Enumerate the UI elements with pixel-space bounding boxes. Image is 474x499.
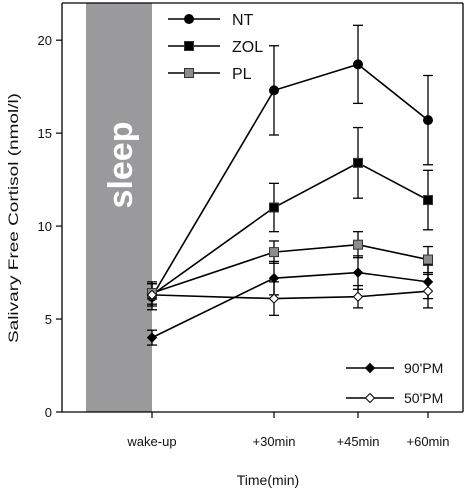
y-tick-label: 20: [38, 33, 52, 48]
sleep-shaded-region: [86, 3, 152, 412]
legend-label-50'PM: 50'PM: [404, 390, 443, 406]
data-point-ZOL: [423, 195, 433, 206]
legend-label-ZOL: ZOL: [232, 39, 263, 56]
series-line-50'PM: [151, 290, 429, 300]
data-point-50'PM: [422, 285, 434, 297]
x-tick-label: +60min: [407, 434, 450, 449]
data-point-90'PM: [146, 332, 158, 343]
x-tick-label: +45min: [337, 434, 380, 449]
legend-marker-NT: [184, 14, 194, 24]
data-point-PL: [269, 247, 279, 258]
legend-label-NT: NT: [232, 12, 254, 29]
x-axis-title: Time(min): [237, 472, 299, 488]
data-point-50'PM: [146, 289, 158, 301]
data-point-ZOL: [353, 157, 363, 168]
legend-marker-PL: [184, 68, 194, 78]
data-point-50'PM: [268, 293, 280, 304]
data-point-PL: [423, 254, 433, 265]
legend-label-90'PM: 90'PM: [404, 360, 443, 376]
data-point-NT: [269, 85, 279, 96]
legend-label-PL: PL: [232, 66, 252, 83]
y-tick-label: 0: [45, 405, 52, 420]
legend-marker-50'PM: [364, 392, 376, 404]
data-point-90'PM: [352, 267, 364, 278]
series-line-PL: [151, 243, 429, 294]
data-point-NT: [353, 59, 363, 70]
x-tick-label: wake-up: [126, 434, 176, 449]
data-point-NT: [423, 115, 433, 126]
data-point-50'PM: [352, 291, 364, 302]
series-line-NT: [151, 63, 429, 298]
legend-marker-ZOL: [184, 41, 194, 51]
series-line-90'PM: [151, 271, 429, 339]
y-tick-label: 10: [38, 219, 52, 234]
data-point-ZOL: [269, 202, 279, 213]
data-point-PL: [353, 239, 363, 250]
series-line-ZOL: [151, 161, 429, 296]
legend-marker-90'PM: [364, 362, 376, 374]
sleep-label: sleep: [102, 122, 140, 209]
y-tick-label: 15: [38, 126, 52, 141]
x-tick-label: +30min: [253, 434, 296, 449]
y-axis-title: Salivary Free Cortisol (nmol/l): [5, 93, 21, 343]
y-tick-label: 5: [45, 312, 52, 327]
